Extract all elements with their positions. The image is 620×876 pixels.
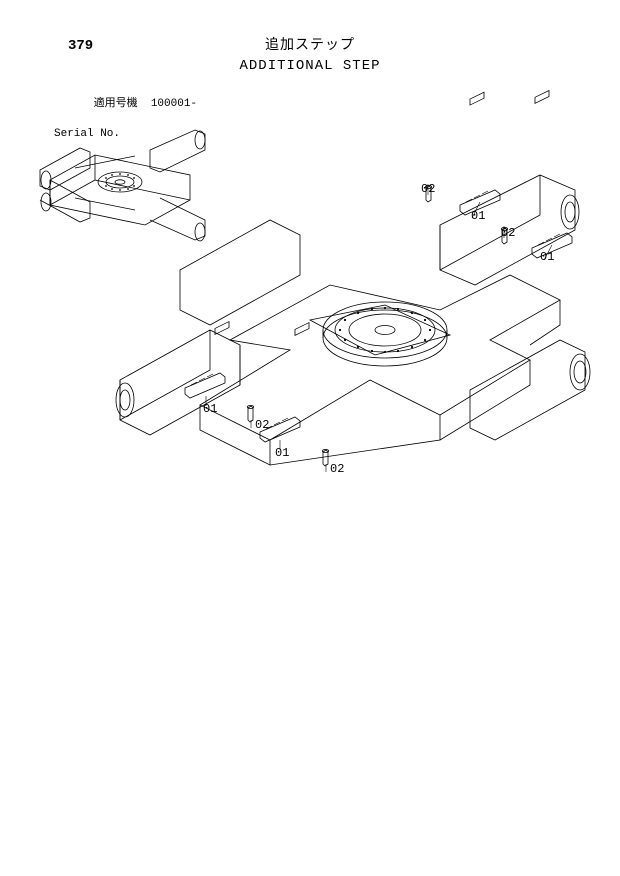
callout-01: 01 (203, 402, 217, 416)
page: 379 追加ステップ ADDITIONAL STEP 適用号機 100001- … (0, 0, 620, 876)
bolt-02-c (247, 405, 253, 422)
callout-02: 02 (421, 182, 435, 196)
callout-02: 02 (255, 418, 269, 432)
bolt-02-d (322, 449, 328, 466)
main-iso (116, 91, 590, 472)
callout-01: 01 (471, 209, 485, 223)
small-iso (40, 130, 205, 241)
callout-02: 02 (330, 462, 344, 476)
callout-01: 01 (540, 250, 554, 264)
step-plate-01-c (185, 373, 225, 398)
callout-01: 01 (275, 446, 289, 460)
diagram-svg (0, 0, 620, 876)
diagram: 01 02 01 02 01 02 01 02 (0, 0, 620, 876)
callout-02: 02 (501, 226, 515, 240)
